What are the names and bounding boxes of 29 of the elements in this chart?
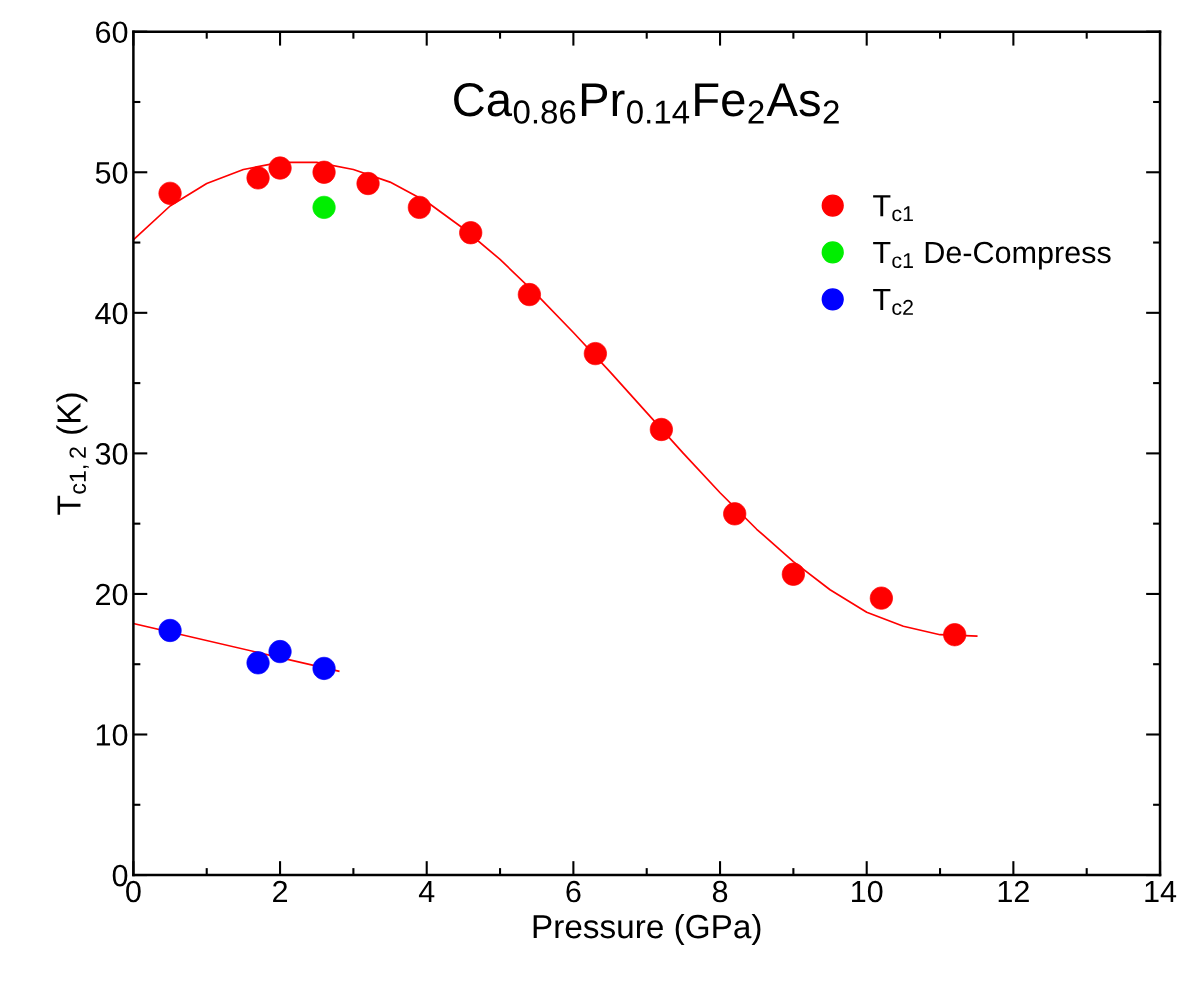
legend-label: T$_{c2}$ xyxy=(873,288,913,315)
point xyxy=(312,656,336,680)
point xyxy=(312,195,336,219)
legend-label: T$_{c1}$ De-Compress xyxy=(873,241,1111,270)
y-tick-label: 10 xyxy=(96,724,128,746)
legend-label: T$_{c1}$ xyxy=(873,195,913,222)
y-tick-label: 60 xyxy=(96,21,128,44)
y-tick-label: 40 xyxy=(95,302,128,325)
point xyxy=(158,618,182,643)
x-axis-title: Pressure (GPa) xyxy=(533,913,761,946)
x-tick-label: 14 xyxy=(1145,881,1177,903)
x-tick-label: 4 xyxy=(418,881,435,903)
point xyxy=(781,562,805,586)
y-tick-label: 30 xyxy=(95,443,128,465)
y-tick-label: 20 xyxy=(96,583,128,606)
x-tick-label: 2 xyxy=(273,880,288,903)
y-axis-title: T$_{c1,2}$ (K) xyxy=(56,393,89,515)
x-tick-label: 8 xyxy=(712,880,728,903)
x-tick-label: 10 xyxy=(852,880,883,903)
y-tick-label: 50 xyxy=(95,162,128,184)
point xyxy=(459,221,483,245)
point xyxy=(268,156,292,180)
y-tick-label: 0 xyxy=(112,864,128,887)
x-tick-label: 6 xyxy=(566,880,581,903)
x-tick-label: 12 xyxy=(998,880,1029,903)
point xyxy=(649,417,673,442)
point xyxy=(583,342,607,366)
point xyxy=(869,586,893,610)
text: Ca$_{0.86}$Pr$_{0.14}$Fe$_{2}$As$_{2}$ xyxy=(454,82,839,124)
